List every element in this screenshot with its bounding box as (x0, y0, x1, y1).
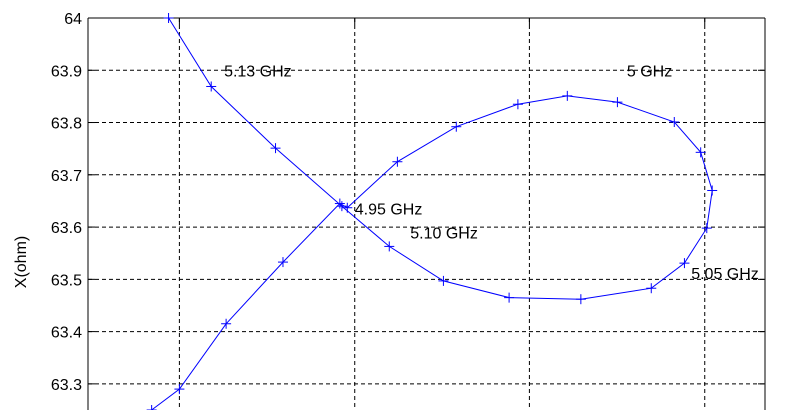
data-point-marker (392, 156, 403, 167)
annotations: 5.13 GHz 5 GHz 4.95 GHz 5.10 GHz 5.05 GHz (224, 63, 759, 283)
y-tick-labels: 63.3 63.4 63.5 63.6 63.7 63.8 63.9 64 (51, 11, 82, 394)
frequency-annotation: 5.13 GHz (224, 63, 292, 80)
frequency-annotation: 5.05 GHz (691, 266, 759, 283)
y-tick-label: 63.4 (51, 325, 82, 342)
frequency-annotation: 5 GHz (627, 63, 672, 80)
data-point-marker (336, 201, 347, 212)
data-point-marker (384, 241, 395, 252)
data-point-marker (277, 257, 288, 268)
y-tick-label: 63.7 (51, 168, 82, 185)
data-point-marker (438, 275, 449, 286)
data-point-marker (612, 97, 623, 108)
data-points (146, 13, 718, 410)
data-point-marker (562, 90, 573, 101)
data-point-marker (270, 143, 281, 154)
data-point-marker (221, 318, 232, 329)
data-point-marker (342, 202, 353, 213)
data-point-marker (206, 81, 217, 92)
data-point-marker (707, 185, 718, 196)
y-tick-label: 63.3 (51, 377, 82, 394)
frequency-annotation: 5.10 GHz (410, 225, 478, 242)
data-point-marker (146, 405, 157, 410)
y-axis-label: X(ohm) (13, 236, 30, 288)
frequency-annotation: 4.95 GHz (355, 201, 423, 218)
data-point-marker (512, 99, 523, 110)
data-point-marker (163, 13, 174, 23)
data-point-marker (679, 258, 690, 269)
data-point-marker (669, 117, 680, 128)
data-point-marker (504, 292, 515, 303)
data-point-marker (701, 223, 712, 234)
axes (87, 17, 766, 410)
y-tick-label: 63.9 (51, 63, 82, 80)
y-tick-label: 63.6 (51, 220, 82, 237)
data-point-marker (575, 294, 586, 305)
y-tick-label: 64 (64, 11, 82, 28)
data-point-marker (646, 283, 657, 294)
data-point-marker (174, 384, 185, 395)
y-tick-label: 63.5 (51, 272, 82, 289)
data-point-marker (334, 198, 345, 209)
data-point-marker (451, 121, 462, 132)
y-tick-label: 63.8 (51, 116, 82, 133)
data-point-marker (695, 147, 706, 158)
